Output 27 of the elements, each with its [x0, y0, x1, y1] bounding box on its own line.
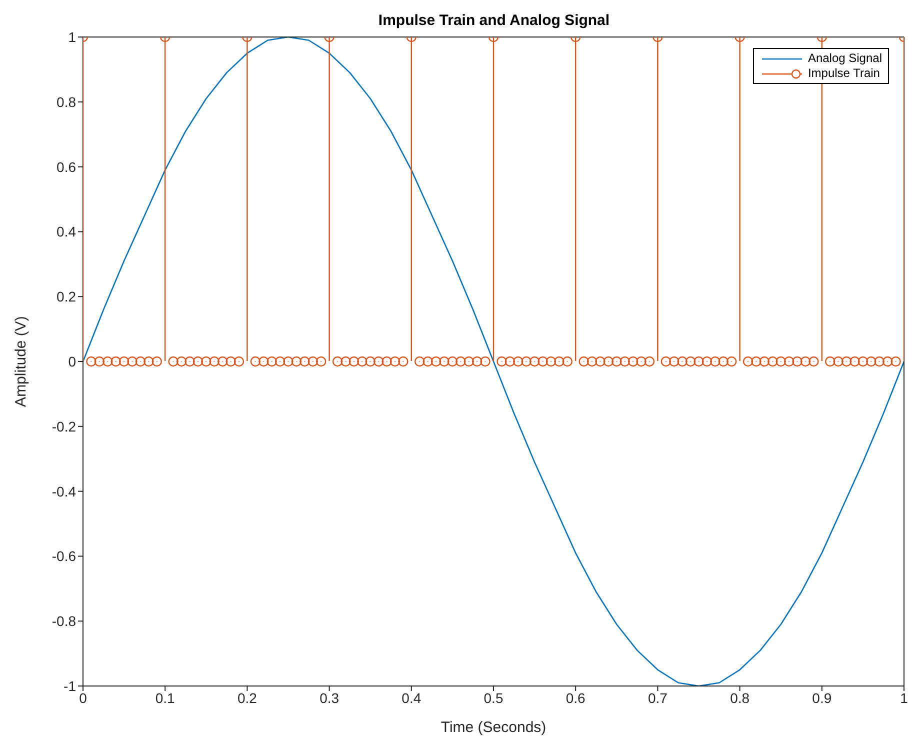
- chart-title: Impulse Train and Analog Signal: [377, 12, 611, 29]
- y-tick-label: -0.4: [52, 483, 76, 500]
- y-tick-label: 0.6: [56, 158, 76, 175]
- x-tick-label: 0.5: [484, 690, 504, 706]
- y-tick-label: 0.4: [56, 224, 76, 240]
- x-tick-label: 0.9: [812, 690, 832, 706]
- x-tick-label: 0.7: [648, 690, 668, 706]
- x-tick-label: 0.6: [566, 690, 586, 706]
- y-tick-label: -0.2: [52, 418, 76, 434]
- x-tick-label: 0.8: [730, 690, 750, 706]
- x-tick-label: 0: [79, 690, 88, 706]
- y-tick-label: 0: [68, 353, 76, 370]
- y-tick-label: -1: [64, 678, 76, 694]
- y-tick-label: 0.8: [56, 94, 76, 110]
- y-tick-label: 0.2: [56, 288, 76, 305]
- legend-label: Analog Signal: [808, 51, 882, 66]
- y-axis-title: Amplitude (V): [12, 316, 30, 407]
- y-tick-label: 1: [68, 28, 76, 45]
- x-tick-label: 0.3: [320, 690, 340, 706]
- x-tick-label: 1: [900, 690, 908, 706]
- x-tick-label: 0.2: [237, 690, 258, 706]
- legend-label: Impulse Train: [808, 66, 880, 81]
- x-tick-label: 0.1: [155, 690, 176, 706]
- x-axis-title: Time (Seconds): [440, 719, 546, 736]
- y-tick-label: -0.8: [52, 613, 76, 630]
- x-tick-label: 0.4: [402, 690, 422, 706]
- y-tick-label: -0.6: [52, 548, 76, 564]
